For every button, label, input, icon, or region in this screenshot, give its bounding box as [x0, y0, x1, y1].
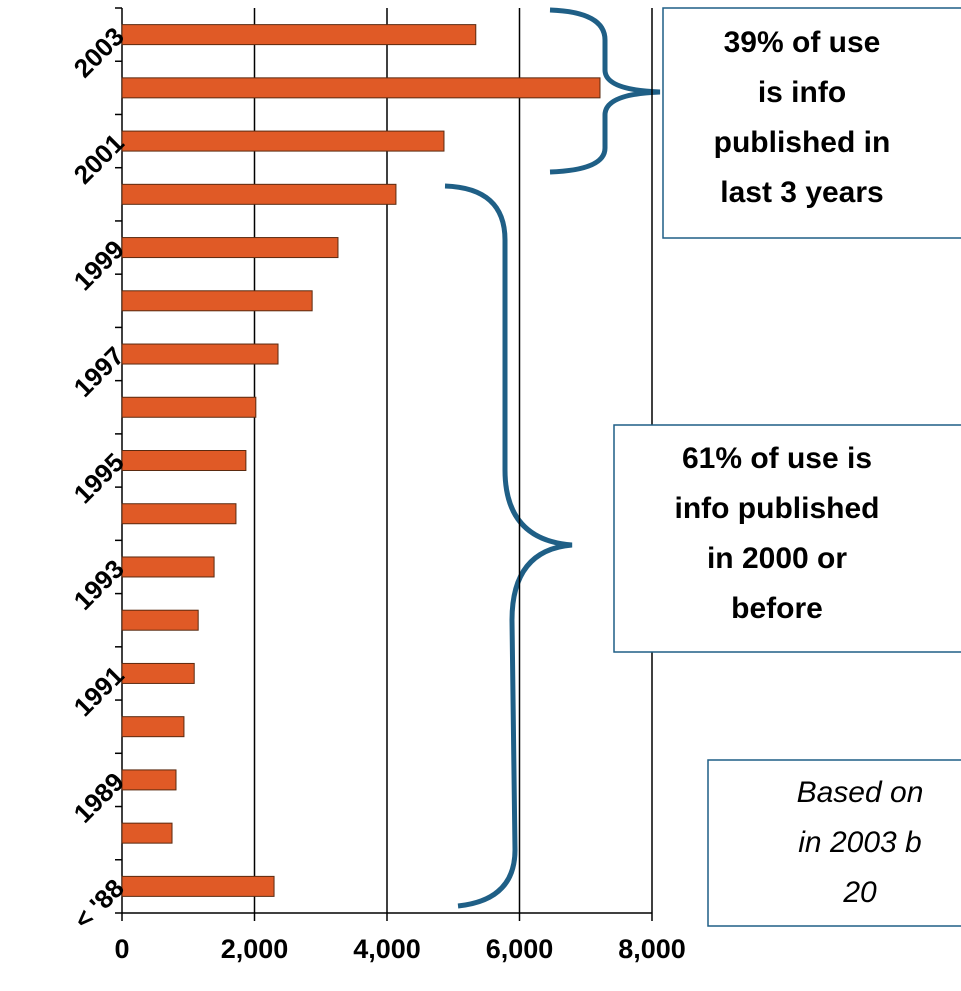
y-tick-label: 1991	[68, 660, 130, 722]
bar	[121, 822, 173, 844]
brace-top	[549, 7, 661, 175]
annotation-text: Based on	[797, 776, 924, 809]
annotation-text: published in	[714, 126, 891, 159]
bar	[121, 396, 257, 418]
x-tick-label: 0	[114, 934, 129, 964]
annotation-text: in 2003 b	[798, 826, 921, 859]
annotation-box	[662, 7, 961, 239]
annotation-text: 61% of use is	[682, 442, 872, 475]
annotation-text: info published	[675, 492, 880, 525]
bar	[121, 290, 313, 312]
y-tick-label: 1995	[68, 447, 130, 509]
bar	[121, 875, 275, 897]
brace-bottom	[444, 183, 573, 909]
annotation-text: before	[731, 592, 823, 625]
bar	[121, 716, 185, 738]
y-tick-label: 1999	[68, 234, 130, 296]
bar	[121, 237, 339, 259]
braces	[444, 7, 661, 909]
bar	[121, 609, 199, 631]
bar	[121, 769, 177, 791]
annotation-box	[707, 759, 961, 927]
bar	[121, 556, 215, 578]
annotation-box	[613, 424, 961, 653]
y-tick-label: 1989	[68, 767, 130, 829]
y-tick-label: < '88	[68, 873, 130, 935]
bar	[121, 77, 601, 99]
bar	[121, 503, 237, 525]
bar	[121, 450, 247, 471]
x-tick-label: 2,000	[221, 934, 289, 964]
annotation-text: 39% of use	[724, 26, 881, 59]
bar	[121, 662, 195, 684]
bar	[121, 343, 279, 365]
x-tick-label: 6,000	[486, 934, 554, 964]
y-tick-label: 1993	[68, 554, 130, 616]
annotation-text: in 2000 or	[707, 542, 847, 575]
x-tick-label: 8,000	[618, 934, 686, 964]
y-tick-label: 1997	[68, 341, 130, 403]
bar	[121, 183, 397, 205]
annotation-text: last 3 years	[720, 176, 883, 209]
annotation-text: is info	[758, 76, 846, 109]
annotation-text: 20	[842, 876, 877, 909]
bar	[121, 130, 445, 152]
y-tick-label: 2003	[68, 21, 130, 83]
x-tick-label: 4,000	[353, 934, 421, 964]
bar	[121, 24, 477, 46]
y-tick-label: 2001	[68, 128, 130, 190]
